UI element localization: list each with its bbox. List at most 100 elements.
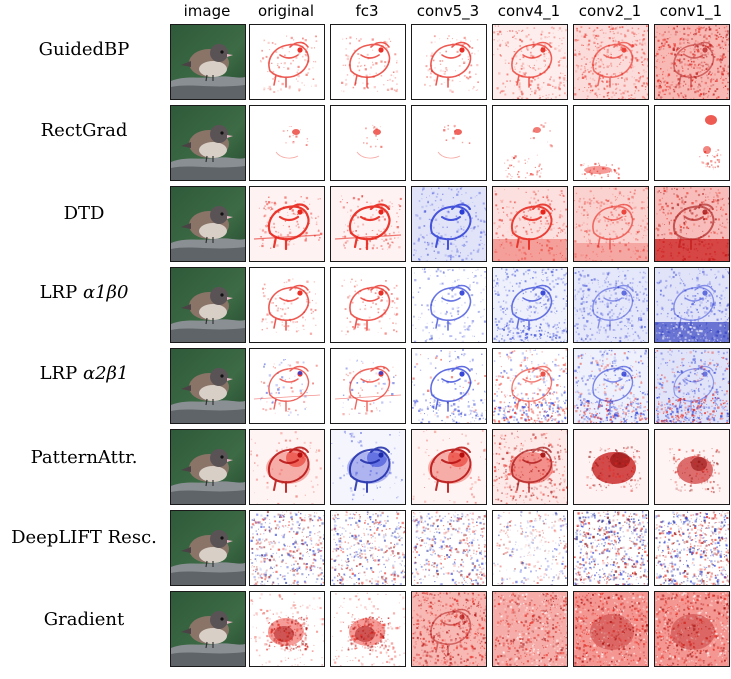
heatmap-conv1-1: [654, 591, 730, 667]
attribution-map: [493, 349, 567, 423]
heatmap-conv4-1: [492, 105, 568, 181]
attribution-map: [493, 25, 567, 99]
heatmap-conv1-1: [654, 267, 730, 343]
row-label: GuidedBP: [38, 39, 130, 60]
attribution-map: [574, 187, 648, 261]
attribution-map: [655, 187, 729, 261]
heatmap-conv1-1: [654, 429, 730, 505]
attribution-map: [655, 430, 729, 504]
input-image: [170, 510, 246, 586]
heatmap-fc3: [330, 105, 406, 181]
attribution-map: [260, 35, 318, 93]
heatmap-conv5-3: [411, 348, 487, 424]
heatmap-conv2-1: [573, 24, 649, 100]
heatmap-conv2-1: [573, 510, 649, 586]
attribution-map: [253, 359, 321, 416]
heatmap-conv2-1: [573, 267, 649, 343]
column-header-image: image: [183, 2, 231, 20]
input-image: [170, 591, 246, 667]
attribution-map: [331, 430, 405, 504]
attribution-map: [655, 349, 729, 423]
heatmap-fc3: [330, 429, 406, 505]
row-label: LRP α1β0: [0, 281, 168, 305]
bird-photo: [171, 25, 245, 99]
heatmap-conv4-1: [492, 591, 568, 667]
row-label-prefix: LRP: [39, 282, 78, 303]
attribution-map: [574, 25, 648, 99]
attribution-map: [356, 124, 383, 159]
row-label-params: α2β1: [82, 363, 129, 384]
heatmap-original: [249, 105, 325, 181]
attribution-map: [574, 268, 648, 342]
heatmap-original: [249, 24, 325, 100]
attribution-map: [275, 126, 309, 159]
attribution-map: [412, 430, 486, 504]
attribution-map: [493, 592, 567, 666]
row-label: LRP α2β1: [0, 362, 168, 386]
heatmap-conv5-3: [411, 24, 487, 100]
heatmap-original: [249, 267, 325, 343]
heatmap-conv2-1: [573, 186, 649, 262]
heatmap-conv4-1: [492, 267, 568, 343]
heatmap-original: [249, 348, 325, 424]
heatmap-conv1-1: [654, 186, 730, 262]
row-label: Gradient: [43, 609, 125, 630]
input-image: [170, 186, 246, 262]
attribution-map: [424, 35, 479, 93]
column-header-conv4-1: conv4_1: [497, 2, 561, 20]
bird-photo: [171, 106, 245, 180]
heatmap-fc3: [330, 348, 406, 424]
row-label-prefix: LRP: [39, 363, 78, 384]
attribution-map: [655, 268, 729, 342]
input-image: [170, 348, 246, 424]
attribution-map: [261, 278, 317, 335]
attribution-map: [250, 593, 324, 666]
attribution-map: [493, 187, 567, 261]
attribution-map: [574, 349, 648, 423]
heatmap-conv5-3: [411, 105, 487, 181]
attribution-map: [250, 187, 324, 261]
bird-photo: [171, 187, 245, 261]
attribution-map: [699, 115, 722, 170]
input-image: [170, 105, 246, 181]
attribution-map: [341, 278, 399, 336]
attribution-map: [493, 430, 567, 504]
heatmap-conv4-1: [492, 429, 568, 505]
row-label-params: α1β0: [82, 282, 129, 303]
attribution-map: [493, 268, 567, 342]
input-image: [170, 429, 246, 505]
attribution-map: [331, 592, 405, 666]
attribution-map: [331, 187, 405, 261]
attribution-map: [655, 592, 729, 666]
heatmap-original: [249, 186, 325, 262]
heatmap-conv4-1: [492, 24, 568, 100]
heatmap-original: [249, 591, 325, 667]
column-header-fc3: fc3: [355, 2, 379, 20]
attribution-map: [250, 511, 324, 585]
heatmap-original: [249, 510, 325, 586]
heatmap-fc3: [330, 24, 406, 100]
heatmap-conv4-1: [492, 510, 568, 586]
column-header-conv5-3: conv5_3: [416, 2, 480, 20]
attribution-map: [412, 268, 486, 342]
heatmap-conv5-3: [411, 186, 487, 262]
attribution-map: [580, 162, 620, 180]
heatmap-fc3: [330, 510, 406, 586]
input-image: [170, 267, 246, 343]
attribution-map: [437, 124, 471, 159]
input-image: [170, 24, 246, 100]
attribution-map: [412, 511, 486, 585]
attribution-map: [574, 430, 648, 504]
heatmap-fc3: [330, 267, 406, 343]
heatmap-conv2-1: [573, 591, 649, 667]
attribution-map: [655, 511, 729, 585]
row-label: RectGrad: [40, 120, 128, 141]
heatmap-conv5-3: [411, 267, 487, 343]
row-label: DTD: [63, 203, 105, 224]
heatmap-conv1-1: [654, 105, 730, 181]
column-header-original: original: [257, 2, 315, 20]
heatmap-fc3: [330, 591, 406, 667]
attribution-map: [341, 36, 399, 93]
column-header-conv1-1: conv1_1: [659, 2, 723, 20]
